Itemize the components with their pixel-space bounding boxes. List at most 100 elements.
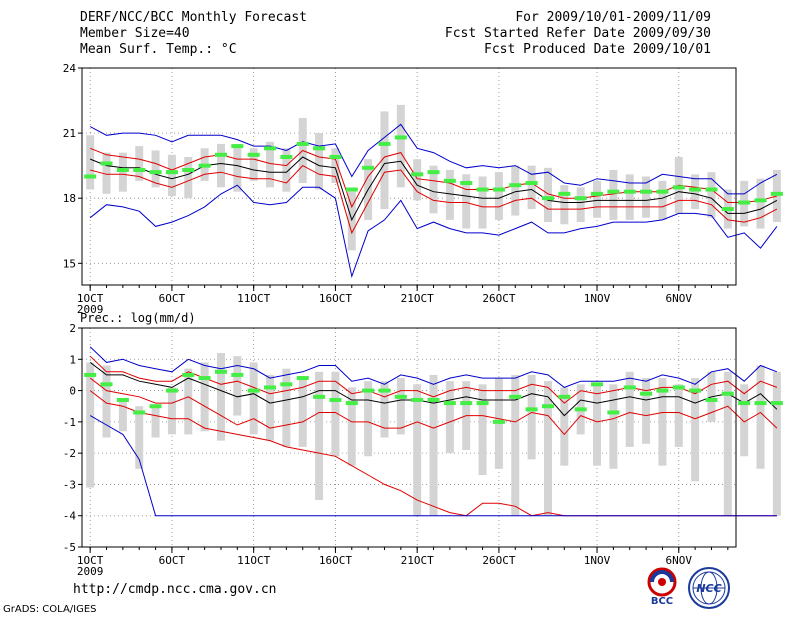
precipitation-box: [200, 362, 209, 432]
temperature-box: [380, 111, 389, 210]
temperature-box: [266, 141, 275, 188]
temperature-box: [593, 180, 602, 218]
member-size: Member Size=40: [80, 26, 190, 41]
temperature-median-marker: [329, 154, 342, 159]
temperature-box: [184, 156, 193, 199]
temperature-median-marker: [198, 163, 211, 168]
temperature-median-marker: [411, 172, 424, 177]
temperature-box: [642, 176, 651, 218]
precipitation-median-marker: [427, 397, 440, 402]
precipitation-box: [658, 378, 667, 466]
precipitation-median-marker: [492, 419, 505, 424]
precipitation-box: [249, 362, 258, 435]
precipitation-box: [560, 387, 569, 466]
temperature-median-marker: [345, 187, 358, 192]
precipitation-box: [772, 371, 781, 516]
bcc-logo-ring: [647, 567, 677, 597]
temperature-box: [445, 169, 454, 220]
grads-credit: GrADS: COLA/IGES: [3, 604, 97, 615]
ncc-logo: NCC: [688, 567, 730, 609]
precipitation-box: [625, 371, 634, 447]
precipitation-box: [543, 381, 552, 516]
temperature-median-marker: [492, 187, 505, 192]
temperature-frame: [81, 67, 737, 286]
precipitation-line-min: [89, 415, 777, 517]
temperature-box: [691, 174, 700, 210]
temperature-median-marker: [460, 181, 473, 186]
precipitation-xtick-label: 11OCT: [237, 554, 270, 567]
precipitation-box: [364, 381, 373, 457]
bcc-logo: BCC: [647, 567, 677, 606]
precip-panel-title: Prec.: log(mm/d): [80, 311, 196, 325]
temperature-median-marker: [443, 178, 456, 183]
temperature-median-marker: [231, 144, 244, 149]
precipitation-median-marker: [345, 401, 358, 406]
precipitation-box: [298, 378, 307, 447]
temperature-xtick-label: 1OCT: [77, 292, 104, 305]
temperature-xtick-label: 6OCT: [159, 292, 186, 305]
precipitation-median-marker: [770, 401, 783, 406]
temperature-median-marker: [738, 200, 751, 205]
temperature-ytick-label: 24: [63, 62, 77, 75]
temperature-xtick-label: 6NOV: [666, 292, 693, 305]
precipitation-box: [756, 365, 765, 469]
temperature-median-marker: [182, 167, 195, 172]
precipitation-box: [691, 378, 700, 482]
precipitation-median-marker: [313, 394, 326, 399]
temperature-median-marker: [754, 198, 767, 203]
precipitation-median-marker: [443, 401, 456, 406]
temperature-median-marker: [165, 170, 178, 175]
footer-url[interactable]: http://cmdp.ncc.cma.gov.cn: [73, 582, 277, 597]
temperature-median-marker: [280, 154, 293, 159]
precipitation-box: [233, 356, 242, 416]
temperature-xtick-label: 16OCT: [319, 292, 352, 305]
precipitation-xtick-label: 16OCT: [319, 554, 352, 567]
precipitation-frame: [81, 327, 737, 548]
precipitation-xtick-year: 2009: [77, 565, 104, 578]
precipitation-median-marker: [182, 372, 195, 377]
temperature-median-marker: [427, 170, 440, 175]
precipitation-box: [396, 378, 405, 435]
temperature-xtick-label: 26OCT: [482, 292, 515, 305]
precipitation-median-marker: [231, 372, 244, 377]
precipitation-box: [331, 371, 340, 457]
forecast-produced-date: Fcst Produced Date 2009/10/01: [484, 42, 711, 57]
temperature-median-marker: [574, 196, 587, 201]
precipitation-median-marker: [264, 385, 277, 390]
temperature-box: [118, 152, 127, 192]
temperature-box: [249, 148, 258, 181]
precipitation-median-marker: [705, 397, 718, 402]
precipitation-median-marker: [329, 397, 342, 402]
precipitation-ytick-label: 0: [69, 385, 76, 398]
precipitation-box: [445, 381, 454, 454]
precipitation-box: [135, 406, 144, 469]
temperature-median-marker: [378, 141, 391, 146]
temperature-box: [527, 165, 536, 210]
precipitation-median-marker: [100, 382, 113, 387]
temperature-median-marker: [313, 146, 326, 151]
temperature-box: [331, 148, 340, 184]
temperature-median-marker: [558, 191, 571, 196]
precipitation-box: [478, 384, 487, 476]
temperature-box: [102, 152, 111, 194]
precipitation-median-marker: [411, 397, 424, 402]
precipitation-box: [429, 374, 438, 516]
temperature-median-marker: [721, 207, 734, 212]
temperature-ytick-label: 21: [63, 127, 76, 140]
temperature-box: [462, 174, 471, 229]
temperature-median-marker: [394, 135, 407, 140]
temperature-median-marker: [133, 167, 146, 172]
temperature-median-marker: [214, 152, 227, 157]
precipitation-box: [642, 378, 651, 444]
temperature-median-marker: [689, 187, 702, 192]
precipitation-median-marker: [623, 385, 636, 390]
precipitation-box: [184, 368, 193, 435]
precipitation-median-marker: [754, 401, 767, 406]
precipitation-median-marker: [460, 401, 473, 406]
precipitation-median-marker: [84, 372, 97, 377]
precipitation-box: [609, 384, 618, 469]
precipitation-median-marker: [165, 388, 178, 393]
temperature-box: [135, 146, 144, 181]
temperature-median-marker: [100, 161, 113, 166]
